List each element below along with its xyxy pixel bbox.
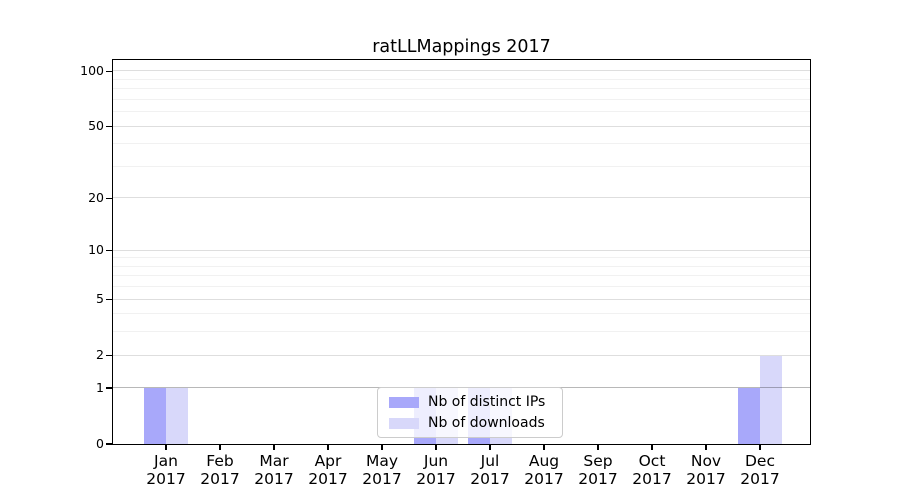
x-tick-year-mar: 2017 [254, 470, 294, 488]
x-tick-year-aug: 2017 [524, 470, 564, 488]
legend-item-downloads: Nb of downloads [389, 414, 562, 432]
y-tick-20 [105, 197, 112, 199]
x-tick-nov [705, 445, 707, 451]
bar-dec-downloads [759, 355, 782, 445]
y-tick-0 [105, 443, 112, 445]
gridline-minor-9 [112, 257, 811, 259]
y-tick-label-20: 20 [88, 190, 104, 206]
x-tick-year-nov: 2017 [686, 470, 726, 488]
legend-item-distinct-ips: Nb of distinct IPs [389, 393, 562, 411]
x-tick-month-apr: Apr [314, 452, 342, 470]
y-tick-label-100: 100 [80, 63, 104, 79]
x-tick-aug [543, 445, 545, 451]
x-tick-month-feb: Feb [206, 452, 234, 470]
y-tick-1 [105, 387, 112, 389]
x-tick-year-apr: 2017 [308, 470, 348, 488]
bar-jan-distinct-ips [143, 388, 166, 445]
x-tick-label-apr: Apr 2017 [301, 452, 355, 488]
x-tick-jan [165, 445, 167, 451]
x-tick-jun [435, 445, 437, 451]
y-tick-10 [105, 249, 112, 251]
y-tick-label-10: 10 [88, 242, 104, 258]
legend: Nb of distinct IPs Nb of downloads [377, 387, 563, 438]
x-tick-year-jul: 2017 [470, 470, 510, 488]
x-tick-month-mar: Mar [259, 452, 289, 470]
gridline-minor-4 [112, 313, 811, 315]
gridline-minor-30 [112, 165, 811, 167]
gridline-major-10 [112, 249, 811, 251]
gridline-minor-3 [112, 331, 811, 333]
x-tick-sep [597, 445, 599, 451]
gridline-minor-8 [112, 265, 811, 267]
x-tick-label-jul: Jul 2017 [463, 452, 517, 488]
x-tick-label-nov: Nov 2017 [679, 452, 733, 488]
y-tick-100 [105, 70, 112, 72]
gridline-minor-7 [112, 275, 811, 277]
x-tick-apr [327, 445, 329, 451]
y-tick-2 [105, 354, 112, 356]
x-tick-label-oct: Oct 2017 [625, 452, 679, 488]
legend-swatch-downloads [389, 417, 419, 429]
gridline-minor-90 [112, 78, 811, 80]
x-tick-month-may: May [365, 452, 399, 470]
x-tick-label-dec: Dec 2017 [733, 452, 787, 488]
x-tick-jul [489, 445, 491, 451]
legend-swatch-distinct-ips [389, 396, 419, 408]
x-tick-oct [651, 445, 653, 451]
legend-label-distinct-ips: Nb of distinct IPs [428, 394, 546, 410]
gridline-major-2 [112, 354, 811, 356]
bar-dec-distinct-ips [737, 388, 760, 445]
y-tick-5 [105, 298, 112, 300]
gridline-major-5 [112, 298, 811, 300]
x-tick-label-may: May 2017 [355, 452, 409, 488]
legend-label-downloads: Nb of downloads [428, 415, 545, 431]
gridline-minor-6 [112, 286, 811, 288]
x-tick-month-jun: Jun [423, 452, 449, 470]
x-tick-month-aug: Aug [528, 452, 560, 470]
x-tick-label-feb: Feb 2017 [193, 452, 247, 488]
gridline-major-20 [112, 197, 811, 199]
x-tick-label-jun: Jun 2017 [409, 452, 463, 488]
x-tick-month-oct: Oct [638, 452, 666, 470]
x-tick-month-jul: Jul [480, 452, 500, 470]
y-tick-label-2: 2 [96, 347, 104, 363]
x-tick-label-mar: Mar 2017 [247, 452, 301, 488]
x-tick-dec [759, 445, 761, 451]
x-tick-month-jan: Jan [154, 452, 178, 470]
x-tick-year-feb: 2017 [200, 470, 240, 488]
x-tick-year-jun: 2017 [416, 470, 456, 488]
x-tick-label-aug: Aug 2017 [517, 452, 571, 488]
gridline-minor-60 [112, 111, 811, 113]
gridline-minor-40 [112, 143, 811, 145]
x-tick-month-sep: Sep [583, 452, 613, 470]
bar-jan-downloads [165, 388, 188, 445]
x-tick-label-jan: Jan 2017 [139, 452, 193, 488]
chart-title: ratLLMappings 2017 [372, 37, 551, 57]
gridline-minor-80 [112, 88, 811, 90]
x-tick-may [381, 445, 383, 451]
y-tick-label-1: 1 [96, 380, 104, 395]
x-tick-year-dec: 2017 [740, 470, 780, 488]
x-tick-mar [273, 445, 275, 451]
x-tick-year-jan: 2017 [146, 470, 186, 488]
gridline-minor-70 [112, 98, 811, 100]
x-tick-year-may: 2017 [362, 470, 402, 488]
x-tick-month-nov: Nov [690, 452, 722, 470]
x-tick-year-oct: 2017 [632, 470, 672, 488]
y-tick-50 [105, 125, 112, 127]
y-tick-label-50: 50 [88, 118, 104, 134]
gridline-major-100 [112, 70, 811, 72]
y-tick-label-5: 5 [96, 291, 104, 307]
x-tick-year-sep: 2017 [578, 470, 618, 488]
y-tick-label-0: 0 [96, 436, 104, 451]
x-tick-month-dec: Dec [745, 452, 775, 470]
x-tick-label-sep: Sep 2017 [571, 452, 625, 488]
x-tick-feb [219, 445, 221, 451]
gridline-major-50 [112, 125, 811, 127]
